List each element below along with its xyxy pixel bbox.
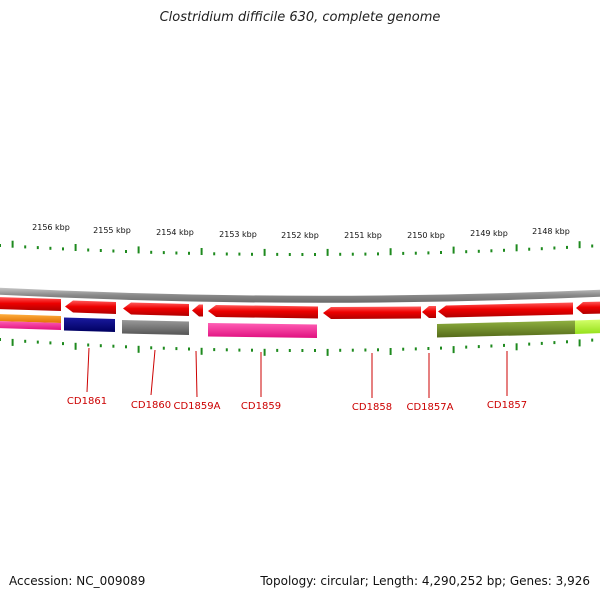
- kbp-scale-labels: 2156 kbp 2155 kbp 2154 kbp 2153 kbp 2152…: [32, 223, 570, 240]
- category-block-pink-left: [0, 321, 61, 330]
- gene-arrow-cd1857a[interactable]: [422, 306, 436, 318]
- inner-tick-ruler: [0, 338, 594, 356]
- kbp-label-2153: 2153 kbp: [219, 230, 257, 239]
- genome-backbone-arc: [0, 287, 600, 303]
- gene-arrow-cd1857[interactable]: [438, 302, 573, 318]
- kbp-label-2156: 2156 kbp: [32, 223, 70, 232]
- kbp-label-2154: 2154 kbp: [156, 228, 194, 237]
- gene-label-cd1861[interactable]: CD1861: [67, 396, 107, 407]
- gene-arrow-cd1859a[interactable]: [192, 304, 203, 317]
- gene-arrow-partial-right[interactable]: [576, 301, 600, 315]
- category-block-lime: [575, 319, 600, 334]
- accession-text: Accession: NC_009089: [9, 574, 146, 588]
- gene-arrow-cd1858[interactable]: [323, 306, 421, 320]
- leader-cd1859a: [195, 350, 198, 398]
- gene-label-cd1858[interactable]: CD1858: [352, 402, 392, 413]
- gene-label-cd1859a[interactable]: CD1859A: [174, 401, 221, 412]
- kbp-label-2152: 2152 kbp: [281, 231, 319, 240]
- gene-arrow-partial-left[interactable]: [0, 297, 61, 311]
- gene-label-cd1857a[interactable]: CD1857A: [407, 402, 454, 413]
- category-block-olive: [437, 320, 575, 338]
- gene-arrow-cd1859[interactable]: [208, 305, 318, 319]
- kbp-label-2149: 2149 kbp: [470, 229, 508, 238]
- gene-label-cd1859[interactable]: CD1859: [241, 401, 281, 412]
- map-title: Clostridium difficile 630, complete geno…: [159, 10, 441, 25]
- gene-label-cd1860[interactable]: CD1860: [131, 400, 171, 411]
- category-block-gray: [122, 320, 189, 335]
- leader-cd1861: [86, 347, 90, 393]
- genome-summary-text: Topology: circular; Length: 4,290,252 bp…: [260, 574, 590, 588]
- category-block-pink: [208, 323, 317, 338]
- category-block-navy: [64, 317, 115, 332]
- kbp-label-2151: 2151 kbp: [344, 231, 382, 240]
- leader-cd1860: [150, 349, 156, 396]
- gene-arrow-cd1860[interactable]: [123, 302, 189, 317]
- gene-label-leaders: [86, 347, 508, 398]
- kbp-label-2148: 2148 kbp: [532, 227, 570, 236]
- gene-arrow-cd1861[interactable]: [65, 300, 116, 315]
- kbp-label-2150: 2150 kbp: [407, 231, 445, 240]
- gene-track: [0, 297, 600, 319]
- gene-labels: CD1861 CD1860 CD1859A CD1859 CD1858 CD18…: [67, 396, 527, 413]
- gene-label-cd1857[interactable]: CD1857: [487, 400, 527, 411]
- category-track: [0, 314, 600, 338]
- kbp-label-2155: 2155 kbp: [93, 226, 131, 235]
- outer-tick-ruler: [0, 240, 594, 256]
- category-block-orange: [0, 314, 61, 323]
